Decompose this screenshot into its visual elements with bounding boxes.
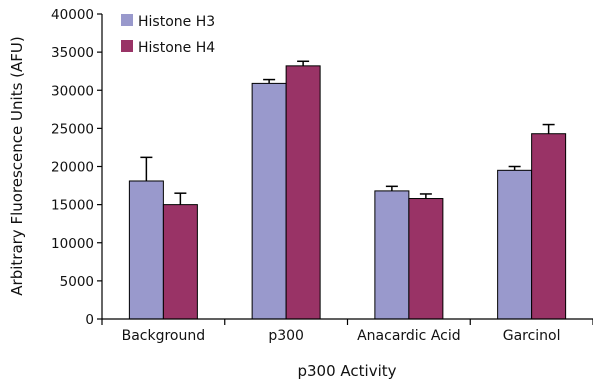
- y-axis-title: Arbitrary Fluorescence Units (AFU): [8, 36, 26, 295]
- y-tick-label-35000: 35000: [51, 45, 94, 61]
- y-tick-label-10000: 10000: [51, 236, 94, 252]
- y-tick-label-20000: 20000: [51, 160, 94, 176]
- x-categories-group: Background p300 Anacardic Acid Garcinol: [122, 328, 561, 344]
- bar-histone-h3-p300: [251, 82, 287, 320]
- legend: Histone H3 Histone H4: [121, 14, 215, 56]
- error-bars-group: [140, 60, 555, 205]
- x-tick-label-garcinol: Garcinol: [503, 328, 561, 344]
- bars-group: [128, 65, 567, 320]
- bar-histone-h3-anacardic-acid: [374, 190, 410, 320]
- legend-swatch-histone-h3: [121, 14, 133, 26]
- bar-histone-h4-p300: [285, 65, 321, 320]
- legend-swatch-histone-h4: [121, 40, 133, 52]
- legend-label-histone-h3: Histone H3: [138, 14, 215, 30]
- x-tick-label-p300: p300: [268, 328, 304, 344]
- y-tick-label-40000: 40000: [51, 7, 94, 23]
- x-axis-title: p300 Activity: [297, 362, 396, 380]
- bar-histone-h3-garcinol: [497, 169, 533, 320]
- y-tick-label-5000: 5000: [60, 274, 94, 290]
- y-tick-label-0: 0: [85, 312, 94, 328]
- bar-histone-h4-anacardic-acid: [408, 198, 444, 320]
- y-tick-label-30000: 30000: [51, 83, 94, 99]
- y-tick-label-25000: 25000: [51, 121, 94, 137]
- bar-histone-h3-background: [128, 180, 164, 320]
- bar-histone-h4-background: [162, 204, 198, 320]
- x-tick-label-anacardic-acid: Anacardic Acid: [357, 328, 461, 344]
- bar-histone-h4-garcinol: [531, 133, 567, 320]
- x-tick-label-background: Background: [122, 328, 206, 344]
- y-tick-label-15000: 15000: [51, 198, 94, 214]
- y-ticks-group: 0 5000 10000 15000 20000 25000 30000 35000 40000: [51, 7, 102, 328]
- legend-label-histone-h4: Histone H4: [138, 40, 215, 56]
